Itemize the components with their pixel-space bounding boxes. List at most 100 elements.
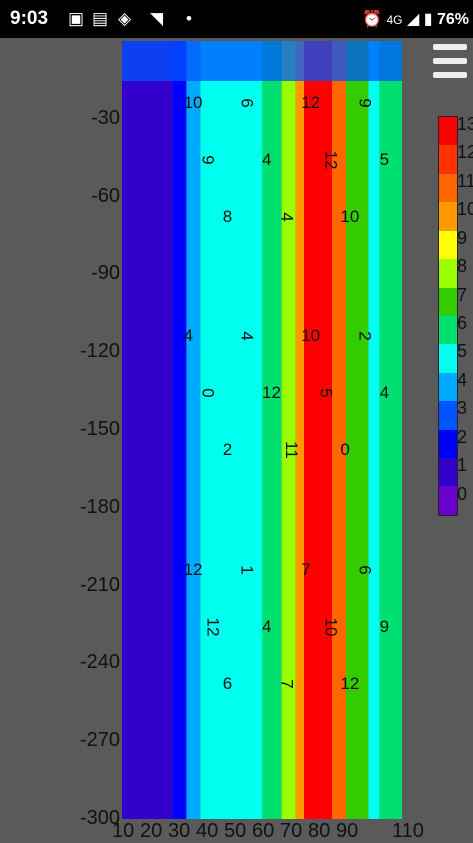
heatmap-band-2 [186,41,201,819]
colorbar-swatch [439,401,457,430]
contour-label: 1 [238,564,258,575]
x-tick-label: 90 [336,820,359,842]
colorbar-label: 13 [457,114,473,134]
x-tick-label: 40 [196,820,219,842]
x-tick-label: 30 [168,820,191,842]
news-icon: ▤ [92,9,109,28]
contour-label: 9 [379,616,390,636]
menu-bar-2 [433,58,467,64]
heatmap-band-8 [332,41,346,819]
contour-label: 0 [198,388,218,399]
x-tick-label: 20 [140,820,163,842]
y-tick-label: -240 [79,651,120,674]
menu-bar-1 [433,44,467,50]
heatmap-band-1 [172,41,187,819]
contour-label: 4 [238,331,258,341]
heatmap-band-7 [304,41,332,819]
x-tick-label: 80 [308,820,331,842]
heatmap-band-11 [379,41,402,819]
y-tick-label: -180 [79,495,120,518]
x-tick-label: 50 [224,820,247,842]
contour-label: 10 [301,326,321,346]
y-tick-label: -270 [79,729,120,752]
colorbar-swatch [439,259,457,288]
status-right: ⏰ 4G ◢ ▮ 76% [362,9,469,29]
heatmap-plot [122,41,402,819]
colorbar-swatch [439,173,457,203]
x-tick-label: 10 [112,820,135,842]
contour-label: 4 [262,616,272,636]
contour-label: 6 [222,673,233,693]
colorbar-label: 8 [457,256,468,277]
colorbar-label: 3 [457,398,468,419]
alarm-icon: ⏰ [362,11,383,28]
colorbar-label: 5 [457,341,468,362]
status-time: 9:03 [10,8,49,29]
contour-label: 2 [222,440,233,460]
status-bar: 9:03 ▣ ▤ ◈ ◥ • ⏰ 4G ◢ ▮ 76% [0,0,473,38]
contour-label: 4 [277,212,297,222]
colorbar-swatch [439,486,457,515]
menu-button[interactable] [429,38,469,82]
network-label: 4G [386,13,403,27]
wifi-icon: ◥ [150,9,164,28]
contour-label: 6 [355,564,375,575]
contour-label: 9 [198,155,218,165]
heatmap-band-4 [262,41,282,819]
x-tick-label: 70 [280,820,303,842]
heatmap-band-9 [346,41,369,819]
colorbar [438,116,458,516]
dot-icon: • [186,9,192,28]
colorbar-swatch [439,344,457,373]
heatmap-top-band [122,41,402,81]
colorbar-label: 11 [457,170,473,191]
contour-label: 12 [340,673,360,693]
colorbar-label: 4 [457,369,468,390]
contour-label: 11 [281,441,301,460]
colorbar-swatch [439,145,457,174]
colorbar-swatch [439,230,457,260]
colorbar-label: 7 [457,284,468,305]
colorbar-label: 10 [457,199,473,220]
contour-label: 4 [183,326,194,346]
contour-label: 10 [183,92,203,112]
x-tick-label: 110 [392,820,424,842]
heatmap-band-5 [281,41,296,819]
contour-label: 10 [321,617,341,637]
signal-icon: ◢ [406,11,420,28]
contour-label: 12 [262,383,281,403]
image-icon: ▣ [68,9,85,28]
contour-label: 12 [321,150,341,170]
contour-label: 12 [183,559,203,579]
heatmap-band-3 [200,41,262,819]
y-tick-label: -90 [91,262,120,285]
contour-label: 4 [379,383,390,403]
y-tick-label: -150 [79,418,120,440]
contour-label: 7 [277,679,297,689]
menu-bar-3 [433,72,467,78]
colorbar-label: 6 [457,313,468,333]
colorbar-swatch [439,202,457,231]
heatmap-band-0 [122,41,173,819]
y-tick-label: -30 [91,106,120,129]
contour-label: 9 [355,98,375,108]
contour-label: 2 [355,331,375,341]
contour-label: 6 [238,98,258,108]
contour-label: 12 [301,92,321,112]
contour-label: 7 [301,559,311,579]
sync-icon: ◈ [118,9,132,28]
contour-label: 0 [340,440,350,460]
contour-label: 10 [340,206,360,226]
battery-label: 76% [436,11,469,28]
y-tick-label: -210 [79,573,120,596]
y-tick-label: -120 [79,340,120,363]
colorbar-swatch [439,372,457,402]
colorbar-label: 2 [457,426,468,447]
colorbar-swatch [439,429,457,459]
contour-label: 5 [379,149,390,169]
y-tick-label: -300 [79,807,120,829]
contour-label: 8 [222,206,233,226]
colorbar-label: 0 [457,483,468,504]
heatmap-band-6 [295,41,304,819]
contour-label: 12 [203,617,223,637]
